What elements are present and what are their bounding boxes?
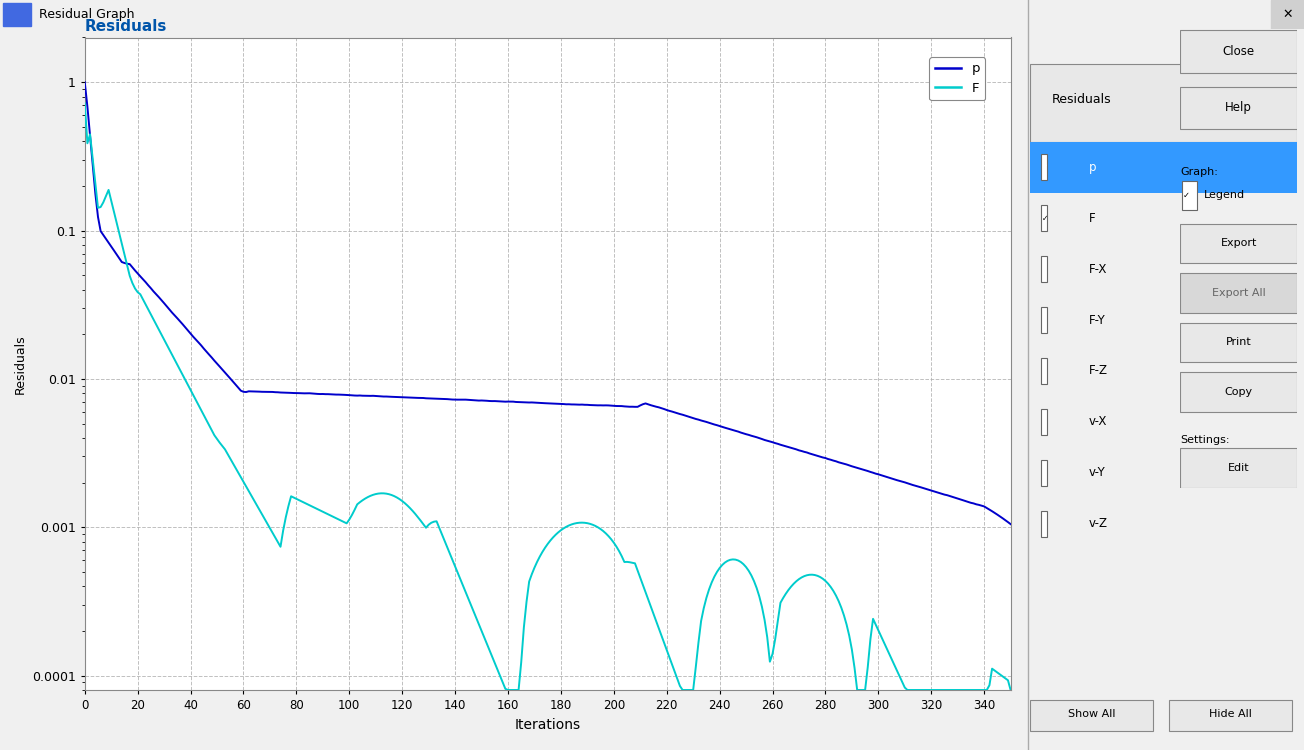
p [857, 466, 872, 475]
Text: Hide All: Hide All [1209, 709, 1252, 718]
Text: Export: Export [1221, 238, 1257, 248]
Bar [1041, 511, 1047, 537]
Text: Edit: Edit [1228, 463, 1249, 472]
F [447, 562, 463, 571]
Text: F-Z: F-Z [1089, 364, 1108, 377]
Bar [3, 3, 31, 26]
Bar [1271, 0, 1304, 28]
Line: p: p [85, 82, 1011, 524]
p [77, 78, 93, 87]
FancyBboxPatch shape [1030, 700, 1153, 730]
Line: F: F [85, 104, 1011, 690]
Text: Close: Close [1223, 45, 1254, 58]
Text: Legend: Legend [1204, 190, 1245, 200]
Text: Help: Help [1226, 101, 1252, 115]
Bar [1183, 181, 1197, 210]
FancyBboxPatch shape [1180, 30, 1297, 74]
p [1003, 520, 1018, 529]
Bar [1041, 409, 1047, 435]
Bar [1041, 460, 1047, 486]
Text: ✓: ✓ [1042, 163, 1048, 172]
FancyBboxPatch shape [1180, 224, 1297, 263]
p [447, 395, 463, 404]
p [514, 398, 529, 406]
Text: v-Z: v-Z [1089, 517, 1108, 530]
Bar [1041, 358, 1047, 384]
Text: ✓: ✓ [1042, 214, 1048, 223]
FancyBboxPatch shape [1180, 372, 1297, 412]
Bar [1041, 307, 1047, 333]
Bar [1030, 64, 1297, 142]
p [905, 481, 921, 490]
Text: F-Y: F-Y [1089, 314, 1106, 326]
F [908, 686, 923, 694]
Text: F: F [1089, 211, 1095, 225]
p [548, 399, 563, 408]
Text: v-X: v-X [1089, 416, 1107, 428]
F [514, 658, 529, 667]
FancyBboxPatch shape [1180, 448, 1297, 488]
Bar [1041, 206, 1047, 231]
Text: Print: Print [1226, 338, 1252, 347]
FancyBboxPatch shape [1180, 87, 1297, 129]
F [516, 622, 532, 632]
p [511, 398, 527, 406]
Bar [1041, 154, 1047, 181]
FancyBboxPatch shape [1170, 700, 1292, 730]
X-axis label: Iterations: Iterations [515, 718, 580, 731]
Text: Export All: Export All [1211, 288, 1266, 298]
Text: Residuals: Residuals [85, 19, 167, 34]
F [77, 99, 93, 108]
F [1003, 686, 1018, 694]
Y-axis label: Residuals: Residuals [13, 334, 26, 394]
Text: Graph:: Graph: [1180, 167, 1218, 178]
Text: ✓: ✓ [1183, 191, 1191, 200]
Text: Show All: Show All [1068, 709, 1115, 718]
Bar [1041, 256, 1047, 282]
Text: v-Y: v-Y [1089, 466, 1106, 479]
F [550, 528, 566, 537]
FancyBboxPatch shape [1180, 322, 1297, 362]
Text: ✕: ✕ [1282, 8, 1294, 21]
Text: Residuals: Residuals [1051, 93, 1111, 106]
Legend: p, F: p, F [930, 57, 986, 100]
Bar [1030, 142, 1297, 193]
F [501, 686, 516, 694]
FancyBboxPatch shape [1180, 273, 1297, 313]
Text: Settings:: Settings: [1180, 435, 1230, 445]
Text: Copy: Copy [1224, 387, 1253, 397]
Text: Residual Graph: Residual Graph [39, 8, 134, 21]
F [859, 662, 875, 671]
Text: F-X: F-X [1089, 262, 1107, 276]
Text: p: p [1089, 160, 1097, 174]
